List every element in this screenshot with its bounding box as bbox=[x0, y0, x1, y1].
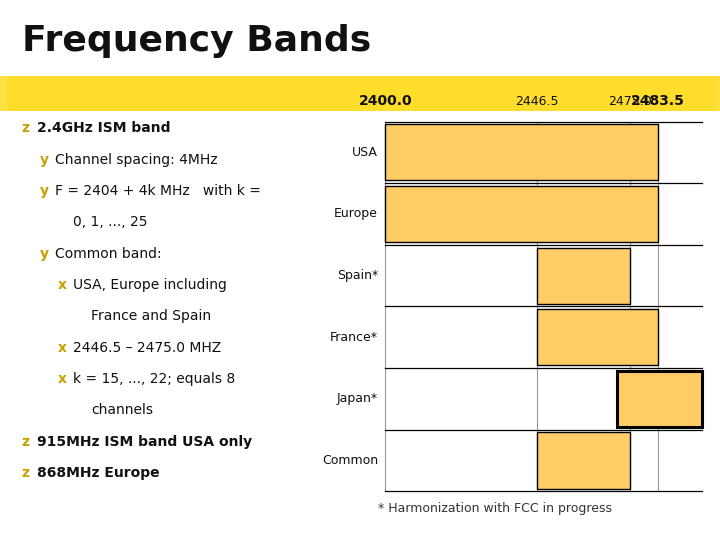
Text: Europe: Europe bbox=[334, 207, 378, 220]
Text: 2446.5: 2446.5 bbox=[516, 95, 559, 108]
Text: France*: France* bbox=[330, 331, 378, 344]
Text: Common band:: Common band: bbox=[55, 247, 162, 261]
Text: z: z bbox=[22, 122, 30, 136]
Text: F = 2404 + 4k MHz   with k =: F = 2404 + 4k MHz with k = bbox=[55, 184, 261, 198]
Text: 915MHz ISM band USA only: 915MHz ISM band USA only bbox=[37, 435, 253, 449]
Text: Frequency Bands: Frequency Bands bbox=[22, 24, 371, 58]
Text: Spain*: Spain* bbox=[337, 269, 378, 282]
Text: 868MHz Europe: 868MHz Europe bbox=[37, 466, 160, 480]
Text: 2483.5: 2483.5 bbox=[631, 94, 685, 108]
Text: z: z bbox=[22, 435, 30, 449]
Text: USA, Europe including: USA, Europe including bbox=[73, 278, 228, 292]
Text: channels: channels bbox=[91, 403, 153, 417]
Text: x: x bbox=[58, 278, 66, 292]
Text: y: y bbox=[40, 153, 49, 167]
Text: k = 15, ..., 22; equals 8: k = 15, ..., 22; equals 8 bbox=[73, 372, 235, 386]
Text: x: x bbox=[58, 372, 66, 386]
Text: z: z bbox=[22, 466, 30, 480]
Text: * Harmonization with FCC in progress: * Harmonization with FCC in progress bbox=[378, 502, 612, 515]
Text: 2400.0: 2400.0 bbox=[359, 94, 412, 108]
Text: Japan*: Japan* bbox=[337, 393, 378, 406]
Text: y: y bbox=[40, 184, 49, 198]
Text: 2475.0: 2475.0 bbox=[608, 95, 652, 108]
Text: 2.4GHz ISM band: 2.4GHz ISM band bbox=[37, 122, 171, 136]
Text: y: y bbox=[40, 247, 49, 261]
Text: 0, 1, ..., 25: 0, 1, ..., 25 bbox=[73, 215, 148, 230]
Text: USA: USA bbox=[352, 146, 378, 159]
Text: France and Spain: France and Spain bbox=[91, 309, 212, 323]
Text: Channel spacing: 4MHz: Channel spacing: 4MHz bbox=[55, 153, 218, 167]
Text: 2446.5 – 2475.0 MHZ: 2446.5 – 2475.0 MHZ bbox=[73, 341, 222, 355]
Text: Common: Common bbox=[322, 454, 378, 467]
Text: x: x bbox=[58, 341, 66, 355]
